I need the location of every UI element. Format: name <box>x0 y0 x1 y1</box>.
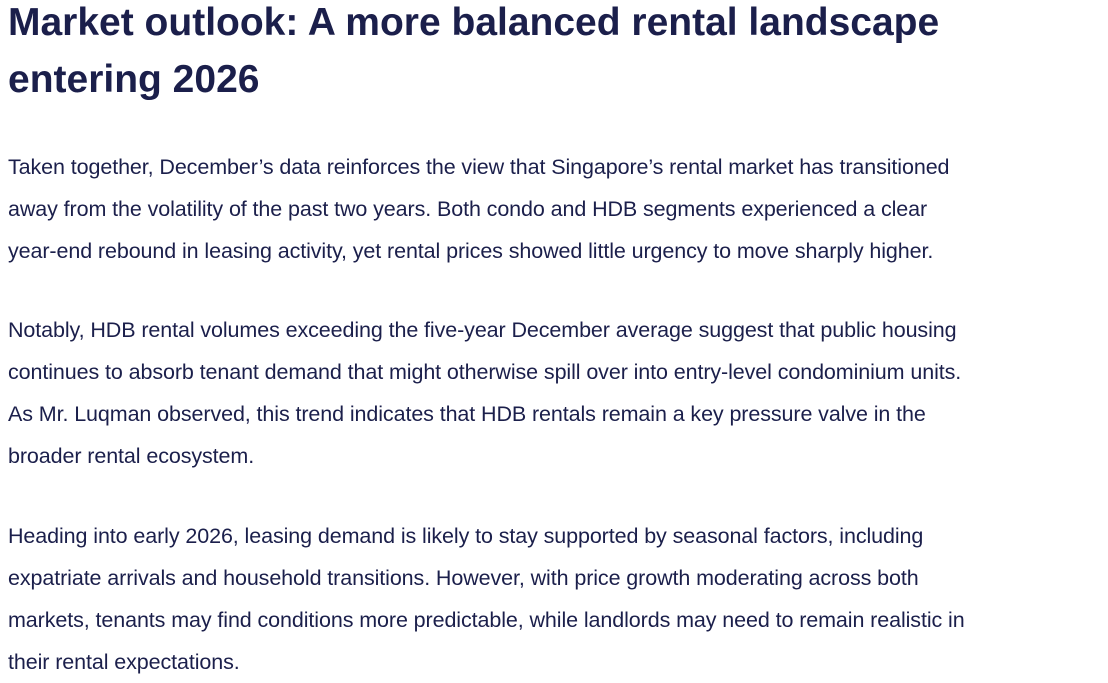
paragraph-line: year-end rebound in leasing activity, ye… <box>8 239 934 263</box>
paragraph-line: Heading into early 2026, leasing demand … <box>8 524 924 548</box>
paragraph-line: expatriate arrivals and household transi… <box>8 566 919 590</box>
paragraph-line: markets, tenants may find conditions mor… <box>8 608 965 632</box>
paragraph-line: As Mr. Luqman observed, this trend indic… <box>8 402 926 426</box>
paragraph-3: Heading into early 2026, leasing demand … <box>8 515 1108 683</box>
paragraph-2: Notably, HDB rental volumes exceeding th… <box>8 309 1108 477</box>
section-heading: Market outlook: A more balanced rental l… <box>8 0 1088 108</box>
paragraph-line: Notably, HDB rental volumes exceeding th… <box>8 318 957 342</box>
heading-line-1: Market outlook: A more balanced rental l… <box>8 1 940 44</box>
paragraph-line: Taken together, December’s data reinforc… <box>8 155 950 179</box>
paragraph-line: continues to absorb tenant demand that m… <box>8 360 962 384</box>
paragraph-line: away from the volatility of the past two… <box>8 197 928 221</box>
paragraph-line: their rental expectations. <box>8 650 240 674</box>
paragraph-line: broader rental ecosystem. <box>8 444 255 468</box>
heading-line-2: entering 2026 <box>8 58 260 101</box>
paragraph-1: Taken together, December’s data reinforc… <box>8 146 1108 272</box>
